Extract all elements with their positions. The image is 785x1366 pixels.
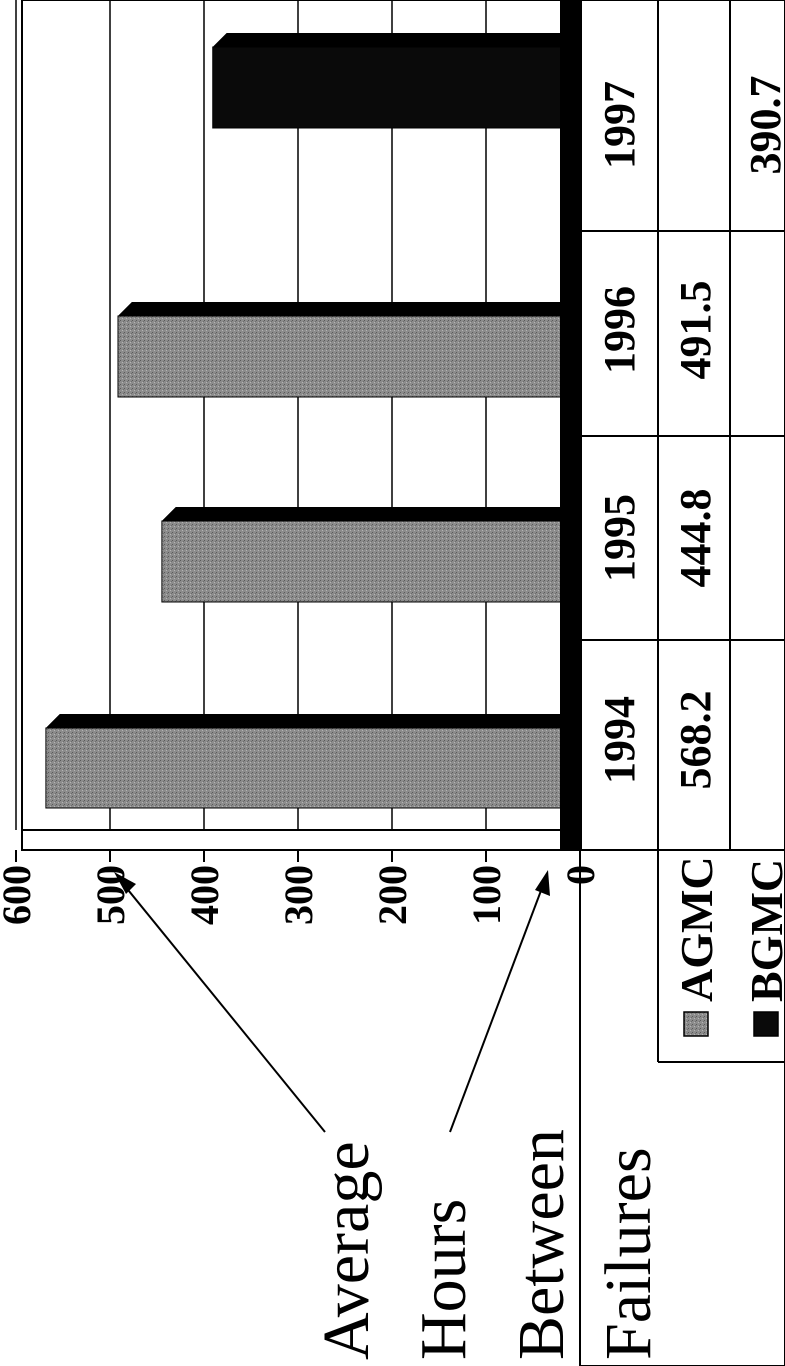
plot-area <box>21 0 581 851</box>
y-tick-label: 400 <box>182 865 227 925</box>
y-axis-label-line: Hours <box>407 1199 480 1360</box>
bar-depth <box>117 302 581 316</box>
bar-depth <box>45 714 581 728</box>
y-axis-label-line: Failures <box>592 1147 665 1360</box>
y-axis-label-line: Between <box>505 1129 578 1360</box>
y-axis-label-group: Average Hours Between Failures <box>114 870 665 1360</box>
data-table-frame <box>579 0 785 1366</box>
bars <box>45 33 581 809</box>
y-tick-label: 500 <box>88 865 133 925</box>
legend-swatch <box>753 1011 779 1037</box>
y-tick-label: 100 <box>464 865 509 925</box>
data-table: 1994 568.2 1995 444.8 1996 491.5 1997 390.7 <box>579 0 785 1366</box>
plot-side-wall <box>21 829 581 851</box>
data-value-label: 390.7 <box>741 76 785 175</box>
plot-background <box>21 0 581 851</box>
y-tick-label: 300 <box>276 865 321 925</box>
y-axis-label-line: Average <box>310 1141 383 1360</box>
data-value-label: 444.8 <box>671 489 720 588</box>
legend: AGMC BGMC <box>671 856 785 1037</box>
data-value-label: 491.5 <box>671 281 720 380</box>
annotation-arrowhead-1 <box>114 872 136 894</box>
annotation-arrowhead-2 <box>535 870 550 896</box>
bar <box>45 727 581 809</box>
bar <box>212 46 581 129</box>
bar <box>117 315 581 398</box>
category-label: 1997 <box>595 81 644 169</box>
bar <box>161 520 581 603</box>
legend-label: BGMC <box>741 859 785 1002</box>
legend-label: AGMC <box>671 856 722 1002</box>
floor-depth <box>560 0 582 850</box>
bar-depth <box>212 33 580 47</box>
bar-depth <box>161 507 580 521</box>
annotation-arrow-1 <box>119 879 326 1133</box>
category-label: 1994 <box>595 696 644 784</box>
annotation-arrow-2 <box>449 879 546 1133</box>
legend-swatch <box>683 1011 709 1037</box>
y-tick-label: 600 <box>0 865 39 925</box>
data-value-label: 568.2 <box>671 691 720 790</box>
category-label: 1996 <box>595 286 644 374</box>
category-label: 1995 <box>595 494 644 582</box>
gridlines <box>15 0 487 830</box>
y-tick-label: 200 <box>370 865 415 925</box>
